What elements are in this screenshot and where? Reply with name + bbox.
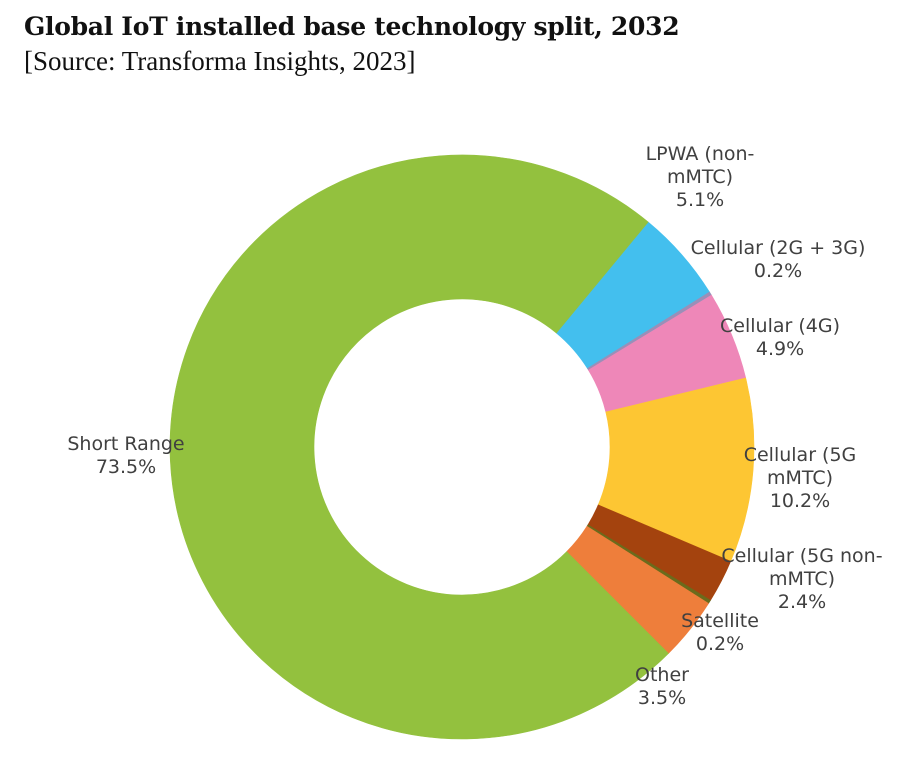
data-label-name-cont: mMTC) xyxy=(768,568,836,590)
data-label-name: Cellular (2G + 3G) xyxy=(690,237,866,259)
data-label-name-cont: mMTC) xyxy=(766,467,834,489)
slice-short-range xyxy=(169,154,669,740)
data-label-value: 5.1% xyxy=(675,189,725,211)
data-label-value: 3.5% xyxy=(637,687,687,709)
data-label-name: Short Range xyxy=(67,433,185,455)
data-label: Cellular (2G + 3G) 0.2% xyxy=(691,237,866,283)
chart-title: Global IoT installed base technology spl… xyxy=(24,12,680,41)
data-label-value: 0.2% xyxy=(753,260,803,282)
data-label-name-cont: mMTC) xyxy=(666,166,734,188)
data-label-value: 73.5% xyxy=(95,456,157,478)
data-label-name: LPWA (non- xyxy=(645,143,755,165)
data-label-value: 0.2% xyxy=(695,633,745,655)
data-label-name: Cellular (5G xyxy=(743,444,857,466)
data-label-name: Cellular (5G non- xyxy=(721,545,883,567)
data-label: Short Range 73.5% xyxy=(67,433,184,479)
data-label-value: 2.4% xyxy=(777,591,827,613)
chart-subtitle: [Source: Transforma Insights, 2023] xyxy=(24,46,416,76)
data-label-name: Cellular (4G) xyxy=(720,315,840,337)
data-label: LPWA (non-mMTC) 5.1% xyxy=(646,143,755,212)
data-label: Other 3.5% xyxy=(635,664,689,710)
data-label: Satellite 0.2% xyxy=(681,610,759,656)
data-label-value: 10.2% xyxy=(769,490,831,512)
data-label: Cellular (5G mMTC) 10.2% xyxy=(744,444,857,513)
data-label-name: Other xyxy=(635,664,689,686)
data-label-name: Satellite xyxy=(681,610,759,632)
data-label: Cellular (4G) 4.9% xyxy=(720,315,840,361)
data-label: Cellular (5G non-mMTC) 2.4% xyxy=(721,545,882,614)
data-label-value: 4.9% xyxy=(755,338,805,360)
